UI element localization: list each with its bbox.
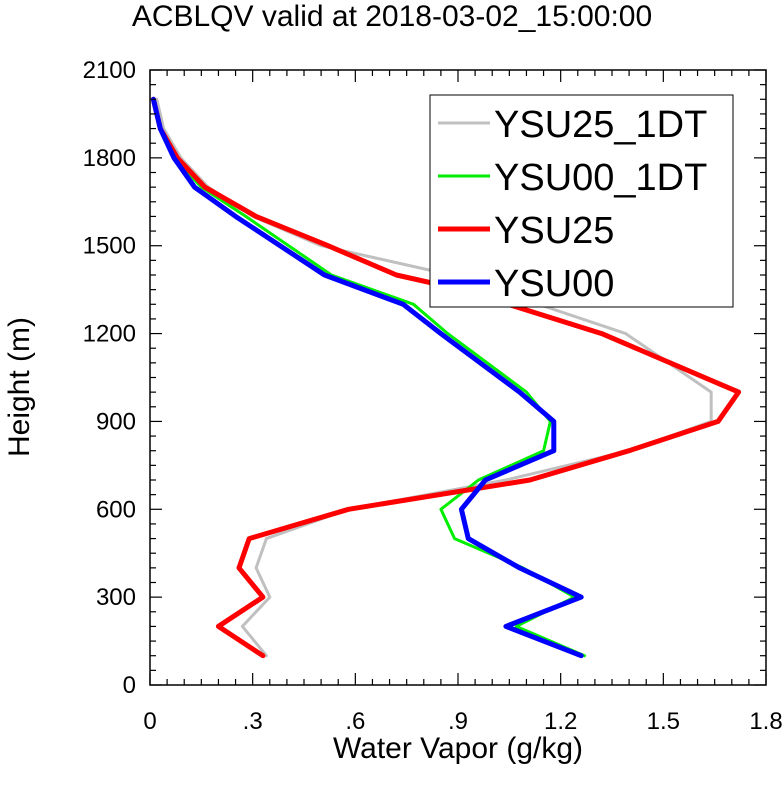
legend-label: YSU25 [494,210,614,252]
legend-label: YSU25_1DT [494,104,707,146]
y-tick-label: 900 [96,408,136,435]
y-tick-label: 2100 [83,57,136,84]
y-tick-label: 600 [96,496,136,523]
x-tick-label: .3 [243,708,263,735]
x-tick-label: .9 [448,708,468,735]
legend-box [429,94,734,308]
y-tick-label: 0 [123,672,136,699]
x-tick-label: .6 [345,708,365,735]
y-tick-label: 300 [96,584,136,611]
series-line-ysu25 [150,96,742,659]
chart-title: ACBLQV valid at 2018-03-02_15:00:00 [131,0,653,33]
y-axis-label: Height (m) [3,316,36,458]
x-tick-label: 1.2 [544,708,577,735]
series-line-ysu00 [150,96,584,659]
x-tick-label: 1.8 [749,708,782,735]
y-tick-label: 1800 [83,145,136,172]
x-axis-label: Water Vapor (g/kg) [332,732,584,765]
legend-label: YSU00 [494,263,614,305]
y-tick-label: 1200 [83,321,136,348]
y-tick-label: 1500 [83,233,136,260]
legend-label: YSU00_1DT [494,157,707,199]
x-tick-label: 1.5 [647,708,680,735]
x-tick-label: 0 [143,708,156,735]
